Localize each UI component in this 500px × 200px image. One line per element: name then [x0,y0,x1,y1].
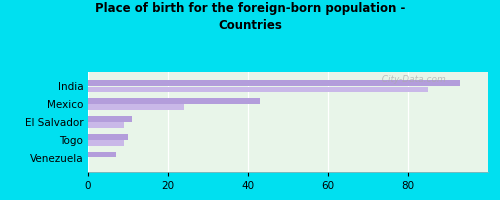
Bar [88,98,260,104]
Bar [88,104,184,110]
Bar [88,140,124,146]
Bar [88,116,132,122]
Text: City-Data.com: City-Data.com [376,75,446,84]
Bar [88,122,124,128]
Bar [88,152,116,157]
Bar [88,87,427,92]
Bar [88,134,128,140]
Bar [88,80,460,86]
Text: Place of birth for the foreign-born population -
Countries: Place of birth for the foreign-born popu… [95,2,405,32]
